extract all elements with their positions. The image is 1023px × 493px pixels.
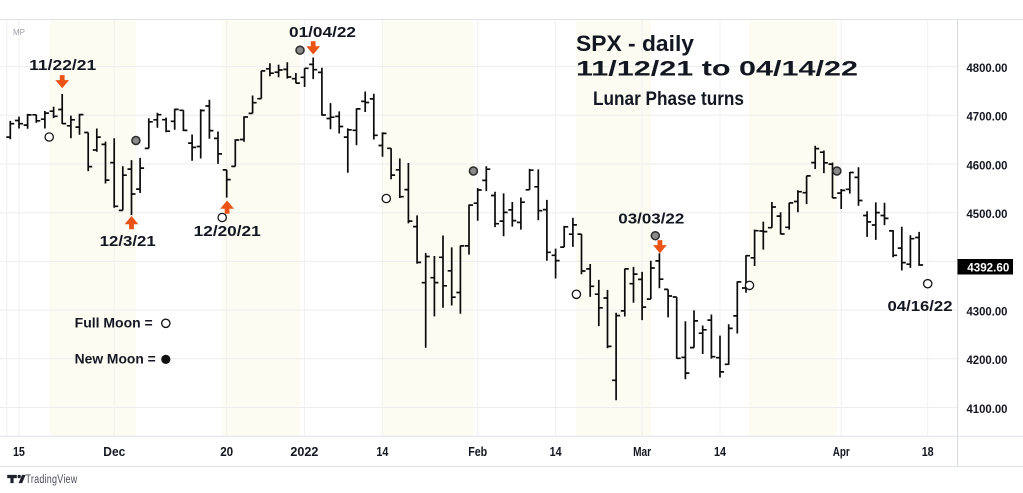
svg-text:TradingView: TradingView bbox=[26, 474, 78, 486]
svg-text:01/04/22: 01/04/22 bbox=[289, 25, 356, 41]
svg-text:Feb: Feb bbox=[468, 444, 487, 459]
svg-text:03/03/22: 03/03/22 bbox=[618, 211, 684, 227]
svg-text:12/20/21: 12/20/21 bbox=[194, 224, 261, 240]
svg-text:New Moon =: New Moon = bbox=[75, 352, 156, 367]
svg-text:4500.00: 4500.00 bbox=[967, 207, 1008, 221]
svg-text:14: 14 bbox=[550, 444, 563, 459]
svg-text:4800.00: 4800.00 bbox=[967, 61, 1008, 75]
svg-text:Mar: Mar bbox=[633, 444, 651, 459]
svg-text:4100.00: 4100.00 bbox=[967, 402, 1008, 416]
svg-text:Lunar Phase turns: Lunar Phase turns bbox=[593, 89, 744, 110]
svg-text:Full Moon =: Full Moon = bbox=[75, 316, 153, 331]
svg-text:04/16/22: 04/16/22 bbox=[888, 299, 953, 315]
svg-text:12/3/21: 12/3/21 bbox=[100, 234, 156, 250]
svg-text:14: 14 bbox=[714, 444, 727, 459]
svg-text:MP: MP bbox=[13, 27, 25, 37]
svg-text:4700.00: 4700.00 bbox=[967, 110, 1008, 124]
svg-text:11/22/21: 11/22/21 bbox=[29, 58, 96, 74]
svg-text:11/12/21 to 04/14/22: 11/12/21 to 04/14/22 bbox=[576, 57, 858, 80]
svg-text:15: 15 bbox=[13, 444, 25, 459]
svg-text:14: 14 bbox=[376, 444, 389, 459]
svg-text:4600.00: 4600.00 bbox=[967, 158, 1008, 172]
svg-text:Dec: Dec bbox=[103, 444, 125, 459]
svg-text:4300.00: 4300.00 bbox=[967, 304, 1008, 318]
svg-text:4392.60: 4392.60 bbox=[967, 260, 1009, 274]
svg-text:Apr: Apr bbox=[833, 444, 850, 459]
svg-text:18: 18 bbox=[922, 444, 934, 459]
svg-text:2022: 2022 bbox=[290, 444, 318, 459]
svg-text:20: 20 bbox=[220, 444, 233, 459]
svg-text:SPX - daily: SPX - daily bbox=[576, 31, 695, 56]
svg-text:4200.00: 4200.00 bbox=[967, 353, 1008, 367]
